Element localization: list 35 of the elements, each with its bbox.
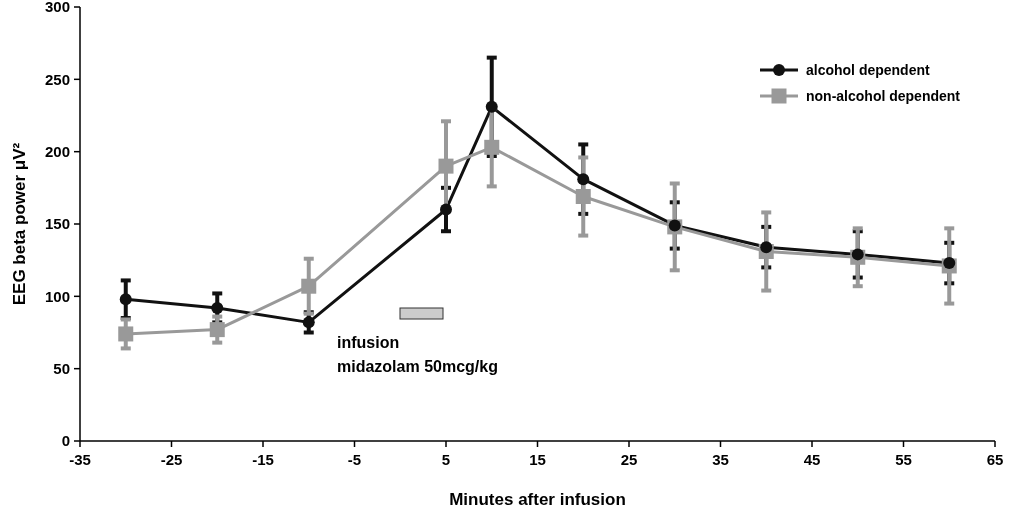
y-tick-label: 250 — [44, 70, 70, 88]
point — [438, 158, 454, 174]
y-tick-label: 50 — [53, 359, 70, 377]
x-tick-label: -15 — [252, 451, 274, 468]
point — [851, 248, 864, 261]
y-tick-label: 150 — [44, 215, 70, 233]
x-tick-label: 65 — [986, 451, 1004, 468]
x-tick-label: 15 — [529, 451, 546, 468]
x-axis-title: Minutes after infusion — [449, 490, 626, 509]
y-axis-title: EEG beta power μV² — [10, 142, 29, 306]
point — [119, 293, 132, 306]
y-tick-label: 200 — [44, 142, 70, 160]
point — [302, 316, 315, 329]
y-tick-label: 100 — [44, 287, 70, 305]
x-tick-label: 25 — [620, 451, 638, 468]
y-tick-label: 0 — [61, 432, 70, 450]
point — [118, 326, 134, 342]
x-tick-label: -35 — [69, 451, 91, 468]
point — [301, 278, 317, 294]
x-tick-label: -25 — [160, 451, 183, 468]
point — [760, 241, 773, 254]
annotation: infusion midazolam 50mcg/kg — [337, 334, 498, 375]
point — [440, 203, 452, 216]
x-tick-label: 55 — [895, 451, 912, 468]
point — [577, 173, 590, 186]
y-tick-label: 300 — [44, 0, 70, 16]
x-tick-label: 5 — [441, 451, 451, 468]
x-tick-label: 35 — [712, 451, 729, 468]
legend-label: non-alcohol dependent — [806, 87, 961, 104]
point — [575, 189, 591, 205]
point — [211, 301, 224, 314]
point — [943, 257, 956, 270]
x-tick-label: 45 — [803, 451, 821, 468]
x-tick-label: -5 — [347, 451, 362, 468]
legend-label: alcohol dependent — [806, 61, 931, 78]
